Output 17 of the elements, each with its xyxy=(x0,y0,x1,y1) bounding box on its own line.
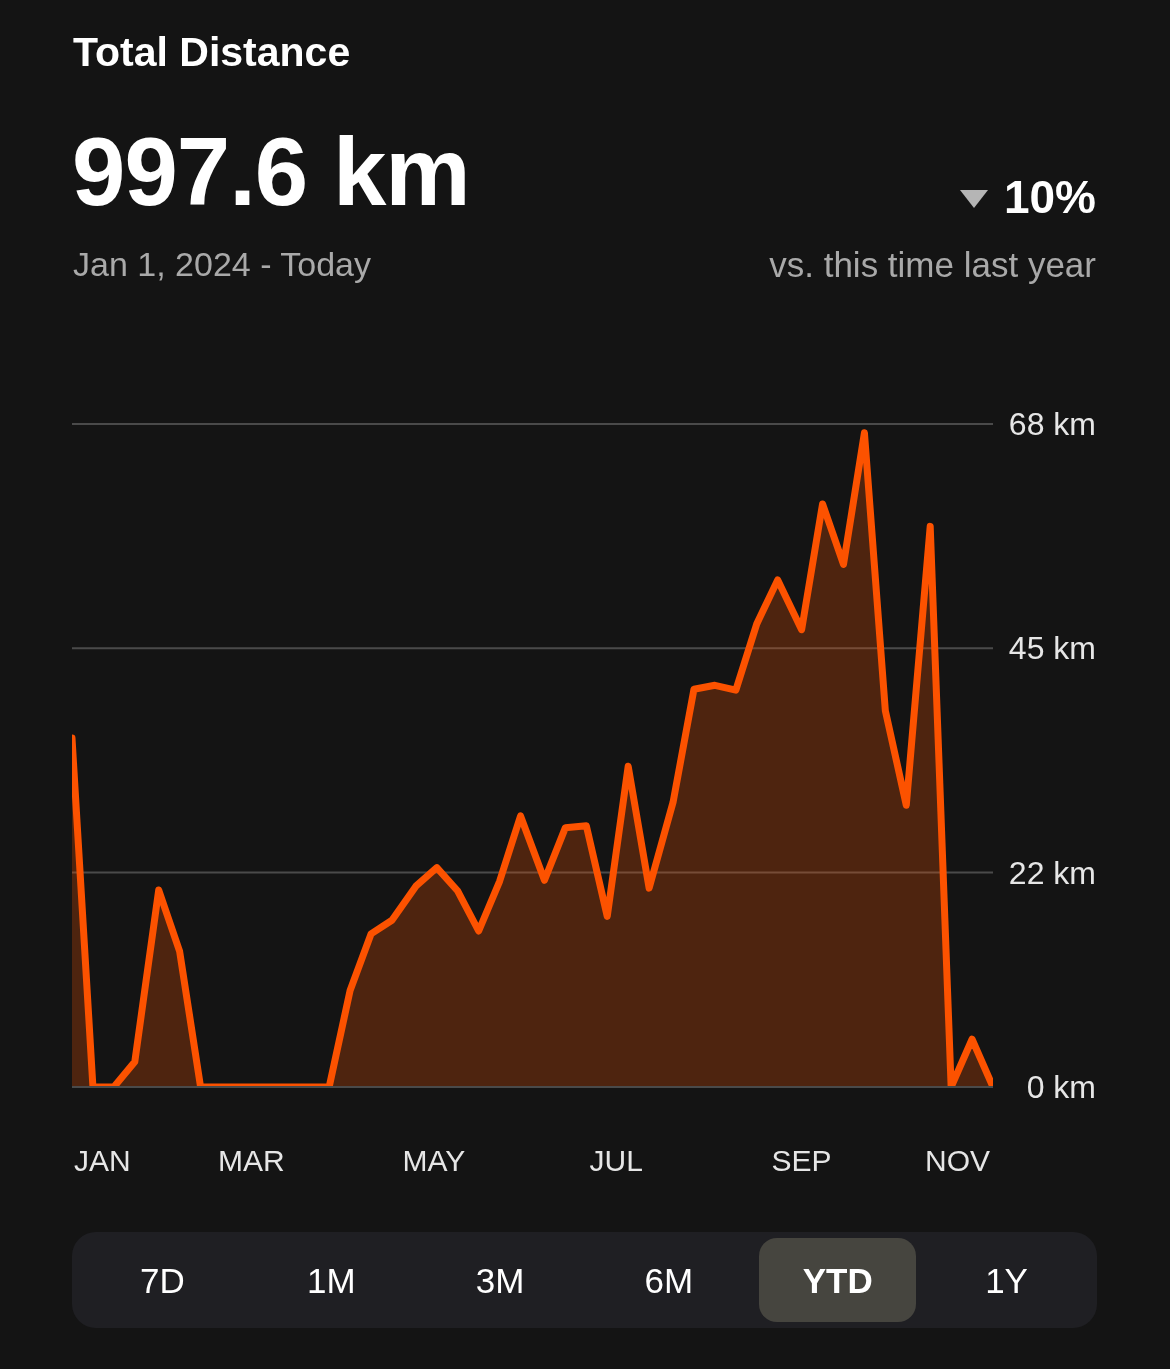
text: 997.6 km xyxy=(72,118,470,225)
x-tick-label: JUL xyxy=(589,1143,643,1177)
chart-subtitle: Jan 1, 2024 - Today xyxy=(73,245,372,283)
y-tick-label: 68 km xyxy=(1008,406,1096,442)
x-tick-label: JAN xyxy=(74,1143,131,1177)
y-tick-label: 0 km xyxy=(1026,1069,1096,1105)
text: 10% xyxy=(1003,171,1096,223)
segmented-control: 7D 1M 3M 6M YTD 1Y xyxy=(72,1232,1097,1328)
selected-tab: YTD xyxy=(759,1238,917,1322)
y-tick-label: 45 km xyxy=(1008,630,1096,667)
text: vs. this time last year xyxy=(769,245,1096,284)
y-tick-label: 22 km xyxy=(1008,854,1096,891)
x-tick-label: MAY xyxy=(402,1143,466,1177)
x-tick-label: NOV xyxy=(924,1143,990,1177)
x-tick-label: SEP xyxy=(771,1143,832,1177)
x-tick-label: MAR xyxy=(218,1143,285,1177)
chart-title: Total Distance xyxy=(73,29,351,75)
